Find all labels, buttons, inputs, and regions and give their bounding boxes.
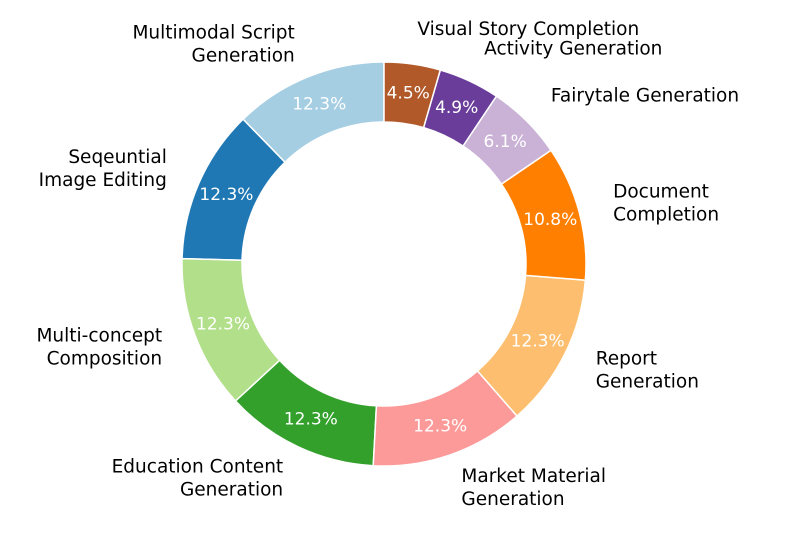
category-label-line: Document xyxy=(613,181,709,202)
percent-label-education-content-generation: 12.3% xyxy=(284,410,338,430)
category-label-line: Generation xyxy=(192,45,295,66)
percent-label-report-generation: 12.3% xyxy=(511,331,565,351)
category-label-line: Completion xyxy=(613,204,719,225)
percent-label-market-material-generation: 12.3% xyxy=(413,417,467,437)
category-label-line: Generation xyxy=(180,479,283,500)
category-label-line: Activity Generation xyxy=(484,39,662,60)
percent-label-multimodal-script-generation: 12.3% xyxy=(292,95,346,115)
percent-label-visual-story-completion: 4.5% xyxy=(387,84,430,104)
category-label-line: Generation xyxy=(461,489,564,510)
category-label-activity-generation: Activity Generation xyxy=(484,39,662,60)
category-label-document-completion: Document Completion xyxy=(613,181,719,225)
category-label-line: Composition xyxy=(47,348,163,369)
percent-label-activity-generation: 4.9% xyxy=(435,98,478,118)
category-label-multi-concept-composition: Multi-concept Composition xyxy=(36,325,162,369)
percent-label-fairytale-generation: 6.1% xyxy=(484,132,527,152)
category-label-line: Multimodal Script xyxy=(132,22,294,43)
percent-label-document-completion: 10.8% xyxy=(523,210,577,230)
percent-label-seqeuntial-image-editing: 12.3% xyxy=(199,185,253,205)
category-label-line: Multi-concept xyxy=(36,325,162,346)
category-label-fairytale-generation: Fairytale Generation xyxy=(551,85,739,106)
category-label-line: Education Content xyxy=(112,456,284,477)
category-label-report-generation: Report Generation xyxy=(596,349,699,393)
percent-labels-group: 12.3% 12.3% 12.3% 12.3% 12.3% 12.3% 10.8% 6.1% 4… xyxy=(196,84,577,437)
percent-label-multi-concept-composition: 12.3% xyxy=(196,314,250,334)
category-label-market-material-generation: Market Material Generation xyxy=(461,466,606,510)
category-label-line: Fairytale Generation xyxy=(551,85,739,106)
slices-group xyxy=(181,61,587,467)
category-label-line: Report xyxy=(596,349,657,370)
category-label-seqeuntial-image-editing: Seqeuntial Image Editing xyxy=(39,147,167,191)
category-label-line: Image Editing xyxy=(39,170,167,191)
category-label-visual-story-completion: Visual Story Completion xyxy=(417,19,639,40)
category-label-multimodal-script-generation: Multimodal Script Generation xyxy=(132,22,294,66)
slice-visual-story-completion xyxy=(383,61,442,129)
category-label-line: Generation xyxy=(596,372,699,393)
category-label-line: Market Material xyxy=(461,466,606,487)
category-label-education-content-generation: Education Content Generation xyxy=(112,456,284,500)
category-label-line: Seqeuntial xyxy=(68,147,167,168)
category-label-line: Visual Story Completion xyxy=(417,19,639,40)
